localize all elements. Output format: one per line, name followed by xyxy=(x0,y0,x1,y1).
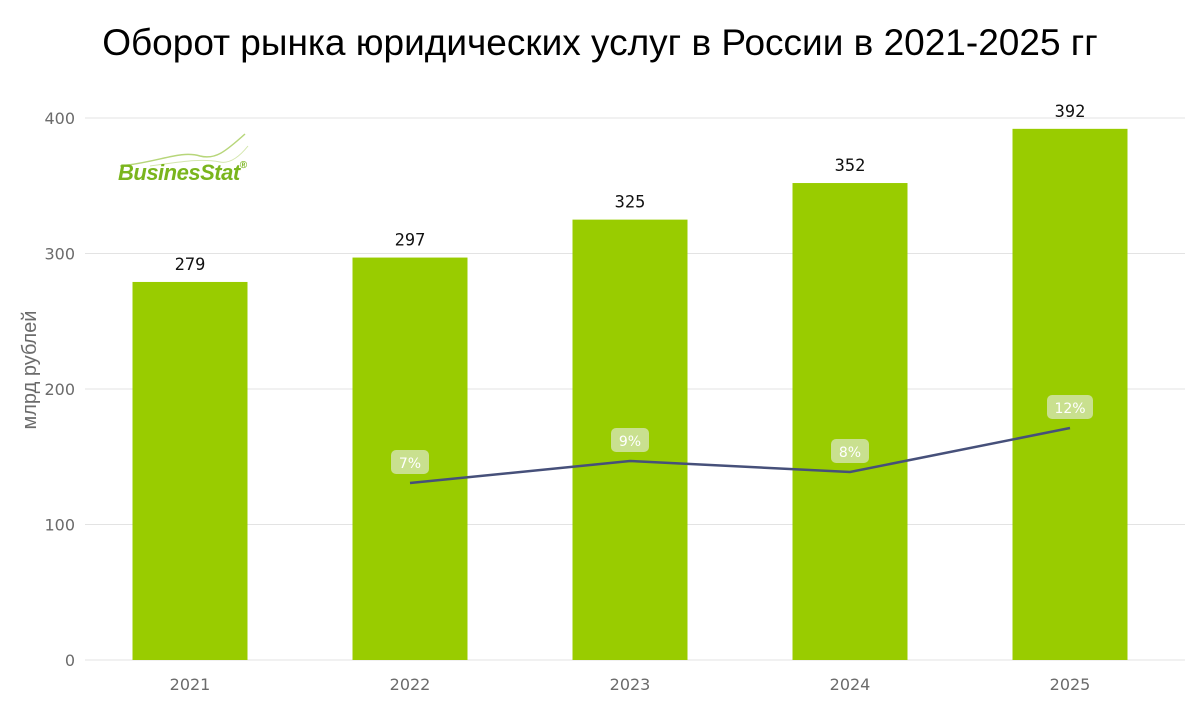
growth-label: 12% xyxy=(1054,401,1085,417)
growth-line-path xyxy=(409,426,1071,485)
growth-line: 7% 9% 8% 12% xyxy=(391,395,1093,485)
bar-value-label: 325 xyxy=(615,193,646,213)
y-tick-label: 200 xyxy=(44,380,75,399)
y-axis-label: млрд рублей xyxy=(19,311,41,430)
x-tick-label: 2022 xyxy=(390,675,431,694)
y-axis-ticks: 0 100 200 300 400 xyxy=(44,109,75,670)
y-tick-label: 100 xyxy=(44,516,75,535)
bar-value-label: 392 xyxy=(1055,102,1086,122)
bar-value-label: 352 xyxy=(835,156,866,176)
bar xyxy=(1012,128,1128,661)
growth-label-bg xyxy=(831,439,869,463)
growth-label-bg xyxy=(391,450,429,474)
logo-text: BusinesStat® xyxy=(118,160,247,185)
y-tick-label: 0 xyxy=(65,651,75,670)
growth-label-bg xyxy=(1047,395,1093,419)
x-tick-label: 2023 xyxy=(610,675,651,694)
x-axis-ticks: 2021 2022 2023 2024 2025 xyxy=(170,675,1091,694)
growth-label: 7% xyxy=(399,456,421,472)
x-tick-label: 2021 xyxy=(170,675,211,694)
logo-swoosh-icon xyxy=(119,133,249,167)
businesstat-logo: BusinesStat® xyxy=(110,132,270,192)
bar xyxy=(792,183,908,661)
x-tick-label: 2024 xyxy=(830,675,871,694)
y-tick-label: 400 xyxy=(44,109,75,128)
value-labels: 279 297 325 352 392 xyxy=(175,102,1086,275)
x-tick-label: 2025 xyxy=(1050,675,1091,694)
growth-label-bg xyxy=(611,428,649,452)
bar xyxy=(132,281,248,660)
growth-label: 9% xyxy=(619,434,641,450)
chart-title: Оборот рынка юридических услуг в России … xyxy=(102,22,1098,63)
bar-value-label: 297 xyxy=(395,231,426,251)
y-tick-label: 300 xyxy=(44,245,75,264)
growth-label: 8% xyxy=(839,445,861,461)
bar-value-label: 279 xyxy=(175,255,206,275)
